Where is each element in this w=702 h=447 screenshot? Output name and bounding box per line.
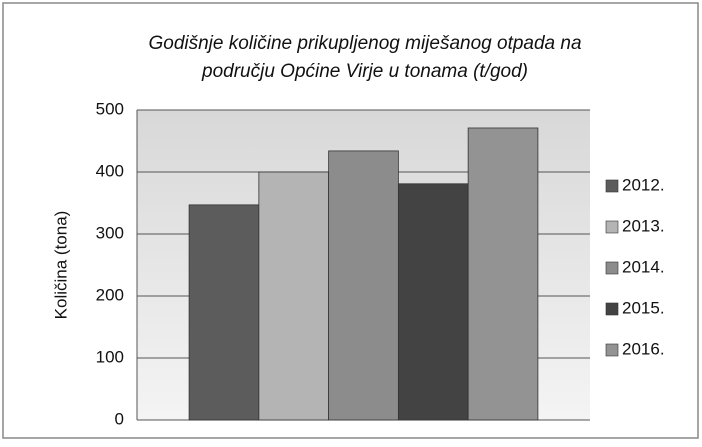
y-tick-label: 500 (96, 99, 124, 118)
legend-label: 2016. (622, 339, 665, 358)
bar (328, 150, 399, 421)
y-tick-label: 200 (96, 285, 124, 304)
legend-swatch (605, 220, 619, 234)
bar (467, 127, 539, 421)
y-axis-label: Količina (tona) (51, 211, 70, 320)
bar (258, 171, 330, 421)
chart-title: području Općine Virje u tonama (t/god) (201, 61, 528, 82)
y-tick-label: 300 (96, 223, 124, 242)
chart-title: Godišnje količine prikupljenog miješanog… (148, 33, 581, 54)
legend-swatch (605, 179, 619, 193)
y-tick-label: 100 (96, 347, 124, 366)
bar (188, 204, 260, 421)
legend-swatch (605, 261, 619, 275)
legend-label: 2012. (622, 175, 665, 194)
legend-swatch (605, 302, 619, 316)
legend-swatch (605, 343, 619, 357)
y-tick-label: 400 (96, 161, 124, 180)
y-tick-label: 0 (115, 409, 124, 428)
legend-label: 2013. (622, 216, 665, 235)
bar (397, 183, 469, 421)
legend-label: 2015. (622, 298, 665, 317)
legend-label: 2014. (622, 257, 665, 276)
